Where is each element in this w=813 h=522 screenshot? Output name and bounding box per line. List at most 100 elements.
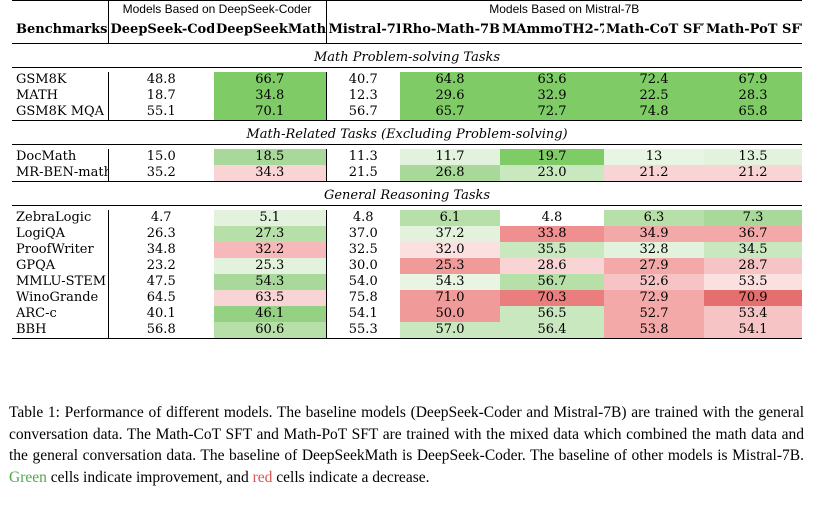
score-cell: 53.4	[704, 305, 803, 322]
table-row: MATH 18.7 34.8 12.3 29.6 32.9 22.5 28.3	[12, 87, 803, 104]
score-cell: 18.5	[214, 148, 326, 165]
score-cell: 32.9	[500, 87, 604, 104]
score-cell: 12.3	[325, 87, 400, 104]
score-cell: 25.3	[214, 257, 326, 274]
column-header-math-pot-sft: Math-PoT SFT	[704, 17, 803, 44]
score-cell: 19.7	[500, 148, 604, 165]
spacer-cell	[12, 119, 803, 125]
score-cell: 27.3	[214, 225, 326, 242]
group-header-row: Models Based on DeepSeek-Coder Models Ba…	[12, 0, 803, 17]
score-cell: 63.5	[214, 289, 326, 306]
score-cell: 64.8	[400, 71, 500, 88]
score-cell: 67.9	[704, 71, 803, 88]
caption-red-word: red	[252, 468, 273, 486]
score-cell: 26.3	[107, 225, 214, 242]
column-header-mammoth2-7b: MAmmoTH2-7B	[500, 17, 604, 44]
score-cell: 46.1	[214, 305, 326, 322]
score-cell: 18.7	[107, 87, 214, 104]
score-cell: 56.5	[500, 305, 604, 322]
score-cell: 65.7	[400, 103, 500, 120]
caption-text-part3: cells indicate a decrease.	[272, 468, 430, 486]
benchmark-name: ProofWriter	[16, 241, 94, 257]
score-cell: 5.1	[214, 209, 326, 226]
score-cell: 34.3	[214, 164, 326, 181]
score-cell: 23.2	[107, 257, 214, 274]
empty-header-cell	[12, 0, 108, 17]
table-row: GPQA 23.2 25.3 30.0 25.3 28.6 27.9 28.7	[12, 257, 803, 274]
score-cell: 57.0	[400, 321, 500, 339]
results-table: Models Based on DeepSeek-Coder Models Ba…	[12, 0, 803, 339]
score-cell: 6.3	[604, 209, 704, 226]
score-cell: 25.3	[400, 257, 500, 274]
score-cell: 56.4	[500, 321, 604, 339]
section-title: General Reasoning Tasks	[12, 185, 803, 206]
caption-text-part1: Table 1: Performance of different models…	[9, 404, 804, 464]
benchmark-name: MATH	[16, 87, 58, 103]
score-cell: 54.1	[704, 321, 803, 339]
score-cell: 60.6	[214, 321, 326, 339]
score-cell: 40.1	[107, 305, 214, 322]
score-cell: 28.6	[500, 257, 604, 274]
score-cell: 55.1	[107, 103, 214, 120]
table-row: BBH 56.8 60.6 55.3 57.0 56.4 53.8 54.1	[12, 321, 803, 339]
caption-text-part2: cells indicate improvement, and	[46, 468, 253, 486]
score-cell: 54.3	[400, 273, 500, 290]
score-cell: 54.1	[325, 305, 400, 322]
table-caption: Table 1: Performance of different models…	[9, 402, 804, 488]
score-cell: 53.8	[604, 321, 704, 339]
table-row: ARC-c 40.1 46.1 54.1 50.0 56.5 52.7 53.4	[12, 305, 803, 322]
score-cell: 48.8	[107, 71, 214, 88]
section-spacer	[12, 180, 803, 186]
section-title-row: General Reasoning Tasks	[12, 185, 803, 206]
column-header-mistral-7b: Mistral-7B	[325, 17, 400, 44]
score-cell: 28.7	[704, 257, 803, 274]
score-cell: 34.9	[604, 225, 704, 242]
score-cell: 63.6	[500, 71, 604, 88]
score-cell: 4.8	[541, 209, 563, 225]
score-cell: 37.0	[325, 225, 400, 242]
score-cell: 47.5	[107, 273, 214, 290]
score-cell: 13	[604, 148, 704, 165]
score-cell: 27.9	[604, 257, 704, 274]
score-cell: 34.8	[214, 87, 326, 104]
score-cell: 30.0	[325, 257, 400, 274]
score-cell: 71.0	[400, 289, 500, 306]
column-header-benchmarks: Benchmarks	[12, 17, 108, 44]
results-table-container: Models Based on DeepSeek-Coder Models Ba…	[12, 0, 803, 339]
column-header-row: Benchmarks DeepSeek-Coder DeepSeekMath M…	[12, 17, 803, 44]
section-title-row: Math-Related Tasks (Excluding Problem-so…	[12, 124, 803, 145]
score-cell: 7.3	[704, 209, 803, 226]
table-row: GSM8K MQA 55.1 70.1 56.7 65.7 72.7 74.8 65.8	[12, 103, 803, 120]
score-cell: 66.7	[214, 71, 326, 88]
score-cell: 74.8	[604, 103, 704, 120]
score-cell: 70.9	[704, 289, 803, 306]
score-cell: 54.3	[214, 273, 326, 290]
score-cell: 52.6	[604, 273, 704, 290]
column-header-deepseekmath: DeepSeekMath	[214, 17, 326, 44]
score-cell: 54.0	[325, 273, 400, 290]
score-cell: 52.7	[604, 305, 704, 322]
table-row: MMLU-STEM 47.5 54.3 54.0 54.3 56.7 52.6 53.5	[12, 273, 803, 290]
score-cell: 4.7	[107, 209, 214, 226]
table-row: DocMath 15.0 18.5 11.3 11.7 19.7 13 13.5	[12, 148, 803, 165]
score-cell: 23.0	[500, 164, 604, 181]
score-cell: 11.3	[325, 148, 400, 165]
benchmark-name: BBH	[12, 321, 108, 339]
column-header-rho-math-7b: Rho-Math-7B	[400, 17, 500, 44]
score-cell: 22.5	[604, 87, 704, 104]
benchmark-name: GPQA	[16, 257, 56, 273]
score-cell: 26.8	[400, 164, 500, 181]
table-row: ProofWriter 34.8 32.2 32.5 32.0 35.5 32.8 34.5	[12, 241, 803, 258]
score-cell: 70.3	[500, 289, 604, 306]
score-cell: 21.2	[704, 164, 803, 181]
score-cell: 34.5	[704, 241, 803, 258]
score-cell: 13.5	[704, 148, 803, 165]
benchmark-name: ARC-c	[16, 305, 57, 321]
table-row: GSM8K 48.8 66.7 40.7 64.8 63.6 72.4 67.9	[12, 71, 803, 88]
deepseek-group-header: Models Based on DeepSeek-Coder	[107, 0, 326, 17]
caption-green-word: Green	[9, 468, 47, 486]
score-cell: 21.2	[604, 164, 704, 181]
benchmark-name: DocMath	[16, 148, 77, 164]
column-header-math-cot-sft: Math-CoT SFT	[604, 17, 704, 44]
score-cell: 15.0	[107, 148, 214, 165]
